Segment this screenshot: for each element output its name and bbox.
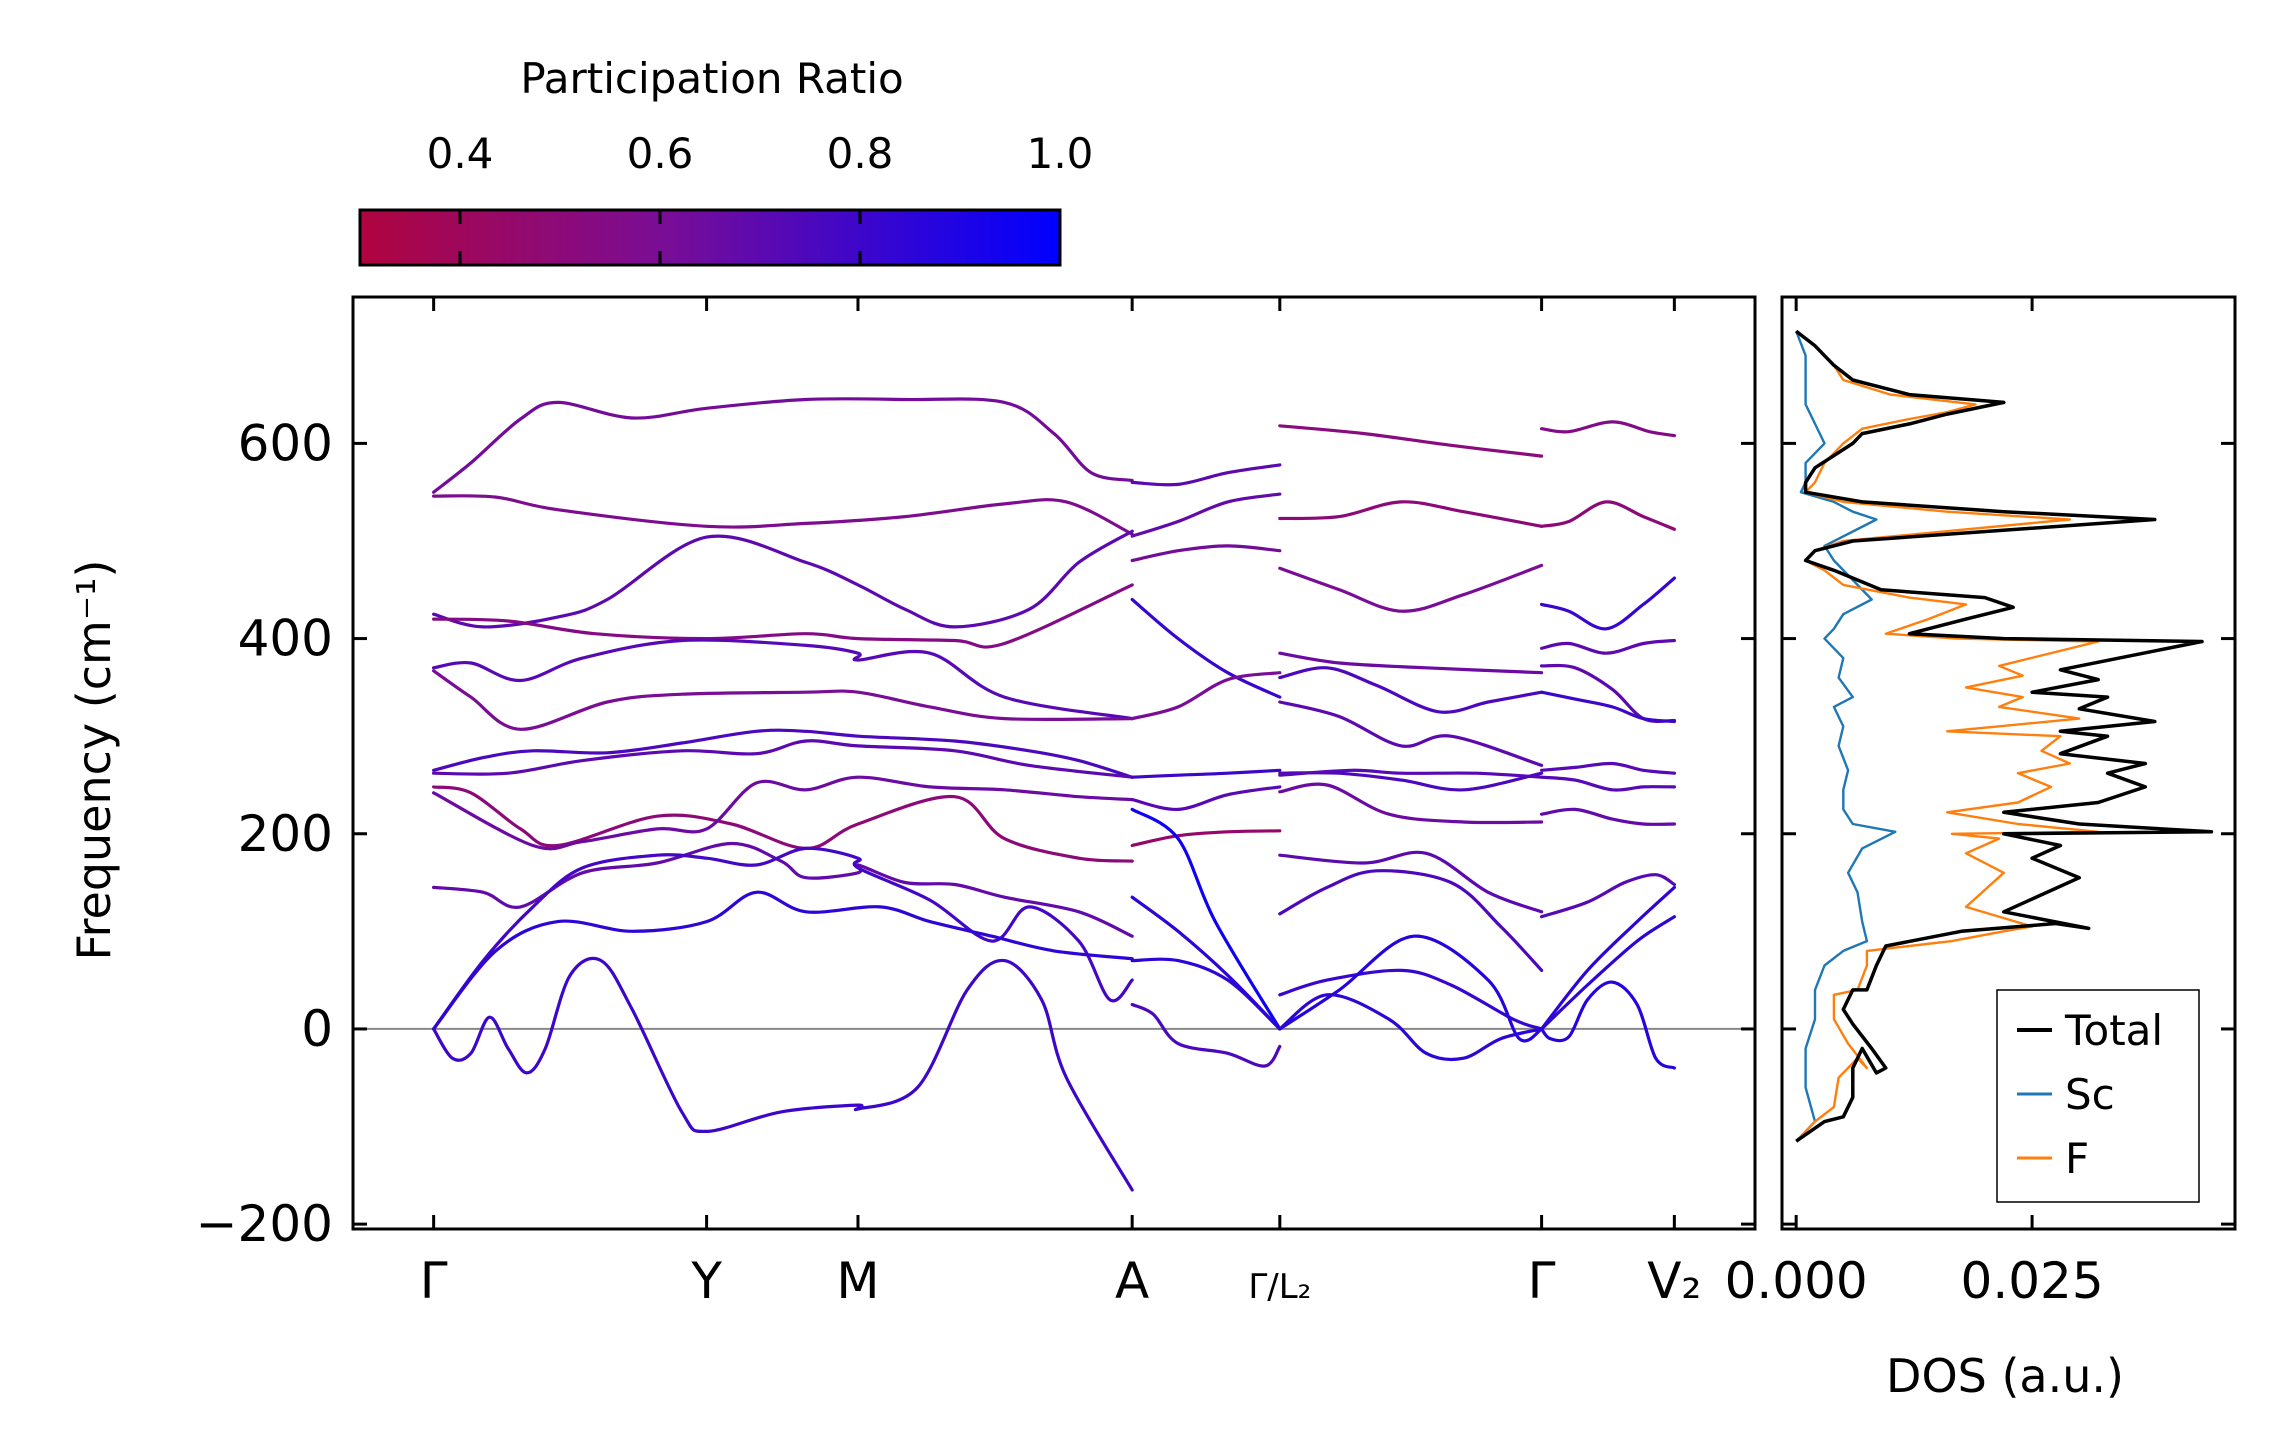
legend-label: Total xyxy=(2064,1006,2163,1055)
band-axes-frame xyxy=(351,295,1757,1231)
phonon-band xyxy=(432,494,1134,536)
x-tick-label: Γ xyxy=(420,1252,448,1310)
phonon-band xyxy=(1540,663,1676,724)
phonon-band xyxy=(432,638,1134,721)
colorbar-tick-label: 0.4 xyxy=(427,129,494,178)
phonon-band xyxy=(1540,885,1676,1031)
phonon-band xyxy=(1278,500,1544,528)
phonon-band xyxy=(1130,463,1282,487)
colorbar-label: Participation Ratio xyxy=(520,54,903,103)
phonon-band xyxy=(432,785,1134,863)
phonon-band xyxy=(432,397,1134,494)
dos-panel: 0.000 0.025 DOS (a.u.) Total Sc F xyxy=(1725,295,2237,1403)
phonon-band xyxy=(1130,1002,1282,1068)
phonon-band xyxy=(432,775,1134,851)
phonon-band xyxy=(432,846,1134,1031)
phonon-band xyxy=(1278,782,1544,825)
phonon-band xyxy=(432,728,1134,779)
dos-lines xyxy=(1795,329,2214,1143)
phonon-band xyxy=(1540,638,1676,655)
phonon-band xyxy=(1540,915,1676,1031)
phonon-band xyxy=(1130,768,1282,779)
legend-frame xyxy=(1996,989,2200,1203)
colorbar-tick-label: 1.0 xyxy=(1027,129,1094,178)
phonon-band xyxy=(1540,980,1676,1070)
band-structure-panel: −200 0 200 400 600 Γ Y M A Γ/L₂ Γ V₂ Frequency (cm⁻… xyxy=(67,295,1757,1310)
phonon-band xyxy=(1540,761,1676,775)
phonon-band xyxy=(1130,492,1282,538)
legend-label: Sc xyxy=(2065,1070,2115,1119)
x-tick-label: Γ xyxy=(1528,1252,1556,1310)
phonon-band xyxy=(1130,671,1282,721)
phonon-band xyxy=(432,956,1134,1192)
dos-x-axis-label: DOS (a.u.) xyxy=(1886,1349,2124,1403)
y-axis-label: Frequency (cm⁻¹) xyxy=(67,560,121,961)
x-tick-label: M xyxy=(836,1252,879,1310)
phonon-band xyxy=(1130,829,1282,848)
phonon-band xyxy=(1540,775,1676,792)
phonon-band xyxy=(432,529,1134,629)
x-tick-label: Y xyxy=(690,1252,722,1310)
colorbar-tick-label: 0.8 xyxy=(827,129,894,178)
dos-x-tick-label: 0.025 xyxy=(1961,1252,2104,1310)
colorbar: Participation Ratio 0.4 0.6 0.8 1.0 xyxy=(358,54,1094,267)
band-axes: −200 0 200 400 600 Γ Y M A Γ/L₂ Γ V₂ xyxy=(196,295,1757,1310)
phonon-band xyxy=(1540,420,1676,438)
phonon-band xyxy=(1130,957,1282,1031)
phonon-band xyxy=(1540,873,1676,919)
phonon-band xyxy=(1278,850,1544,914)
phonon-band xyxy=(1278,869,1544,972)
phonon-band xyxy=(1130,785,1282,812)
dos-legend: Total Sc F xyxy=(1996,989,2200,1203)
phonon-band xyxy=(432,739,1134,779)
band-lines xyxy=(355,397,1755,1192)
phonon-band xyxy=(1130,544,1282,563)
phonon-band xyxy=(1278,424,1544,458)
y-tick-label: −200 xyxy=(196,1195,333,1253)
phonon-band xyxy=(432,841,1134,938)
y-tick-label: 200 xyxy=(238,805,333,863)
phonon-band xyxy=(1278,651,1544,675)
phonon-band xyxy=(1278,666,1544,714)
phonon-band xyxy=(1130,597,1282,699)
legend-label: F xyxy=(2065,1134,2089,1183)
phonon-band xyxy=(432,583,1134,649)
x-tick-label: A xyxy=(1115,1252,1149,1310)
phonon-band xyxy=(1278,934,1544,1043)
dos-line-sc xyxy=(1795,330,1897,1143)
phonon-band xyxy=(1540,576,1676,631)
y-tick-label: 600 xyxy=(238,414,333,472)
phonon-band xyxy=(432,890,1134,1031)
dos-axes: 0.000 0.025 xyxy=(1725,295,2237,1310)
phonon-band xyxy=(1278,700,1544,767)
x-tick-label: V₂ xyxy=(1647,1252,1701,1310)
colorbar-ticks: 0.4 0.6 0.8 1.0 xyxy=(427,129,1094,265)
dos-x-tick-label: 0.000 xyxy=(1725,1252,1868,1310)
dos-line-f xyxy=(1795,330,2100,1143)
phonon-band xyxy=(1278,968,1544,1031)
phonon-band xyxy=(1540,690,1676,724)
phonon-band xyxy=(1540,500,1676,531)
phonon-band xyxy=(1278,993,1544,1062)
phonon-band xyxy=(1278,768,1544,779)
phonon-band xyxy=(1278,563,1544,613)
y-tick-label: 0 xyxy=(301,1000,333,1058)
x-tick-label: Γ/L₂ xyxy=(1248,1267,1311,1307)
dos-axes-frame xyxy=(1780,295,2237,1231)
phonon-band xyxy=(1130,807,1282,1031)
dos-line-total xyxy=(1795,329,2214,1143)
phonon-band xyxy=(1540,807,1676,826)
y-tick-label: 400 xyxy=(238,610,333,668)
colorbar-tick-label: 0.6 xyxy=(627,129,694,178)
phonon-band xyxy=(432,669,1134,731)
phonon-band xyxy=(1130,895,1282,1031)
colorbar-gradient xyxy=(358,208,1062,267)
